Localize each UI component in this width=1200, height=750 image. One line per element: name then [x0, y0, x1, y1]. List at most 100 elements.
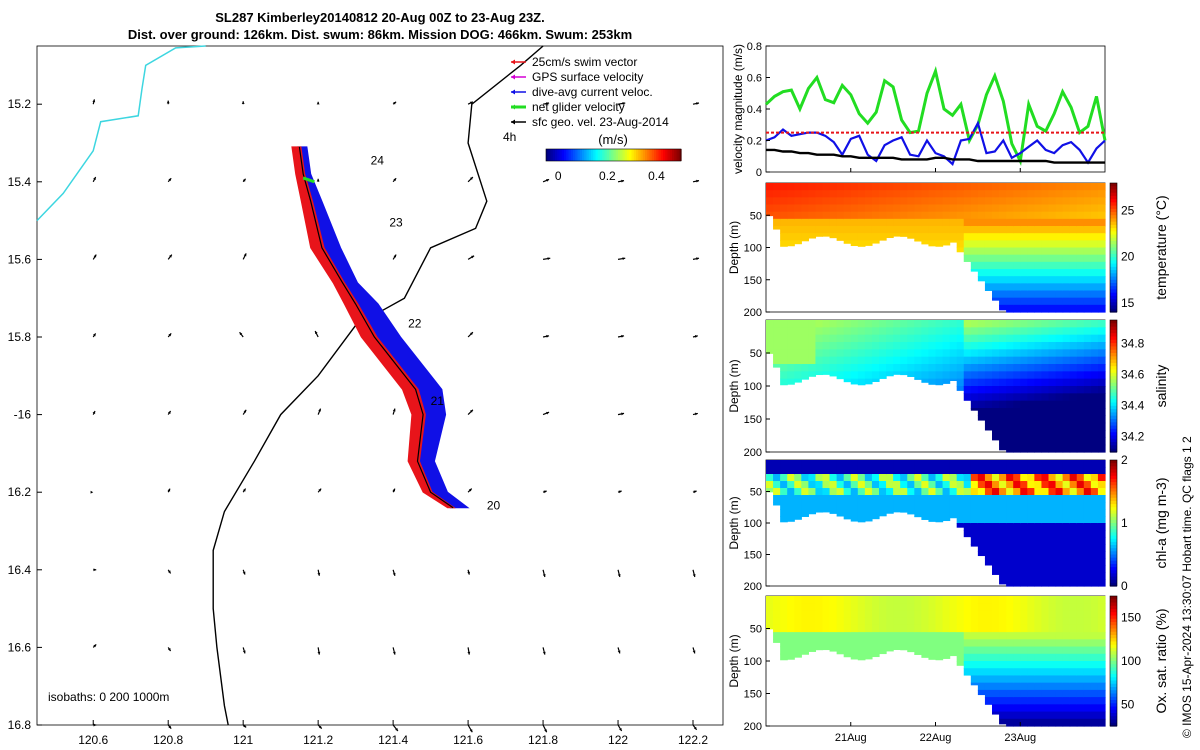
heatmap-cell — [1083, 190, 1092, 198]
heatmap-cell — [1027, 661, 1035, 669]
heatmap-cell — [1027, 204, 1035, 213]
heatmap-cell — [801, 183, 809, 191]
heatmap-cell — [1097, 320, 1106, 328]
heatmap-cell — [984, 624, 993, 633]
heatmap-cell — [1076, 544, 1085, 552]
heatmap-cell — [977, 393, 986, 402]
heatmap-cell — [787, 327, 795, 336]
heatmap-cell — [999, 190, 1007, 198]
heatmap-cell — [787, 211, 795, 220]
heatmap-colorbar-cell — [1110, 302, 1117, 307]
heatmap-cell — [857, 632, 866, 640]
heatmap-cell — [1041, 617, 1050, 626]
heatmap-cell — [977, 197, 986, 206]
heatmap-cell — [794, 632, 802, 640]
heatmap-cell — [1090, 516, 1099, 524]
heatmap-cell — [1076, 704, 1085, 713]
heatmap-cell — [928, 211, 937, 220]
heatmap-cell — [1076, 283, 1085, 292]
heatmap-cell — [1020, 283, 1028, 292]
heatmap-colorbar-cell — [1110, 253, 1117, 258]
heatmap-cell — [1006, 400, 1014, 409]
heatmap-colorbar-cell — [1110, 202, 1117, 207]
map-colorbar-title: (m/s) — [598, 132, 628, 147]
heatmap-cell — [1034, 704, 1043, 713]
heatmap-cell — [1069, 371, 1078, 380]
heatmap-cell — [1020, 718, 1028, 727]
heatmap-cell — [1048, 537, 1057, 545]
heatmap-cell — [1076, 711, 1085, 720]
heatmap-cell — [1020, 632, 1028, 640]
geo-vector-head — [471, 255, 475, 259]
heatmap-cell — [1048, 653, 1057, 662]
heatmap-cell — [1034, 378, 1043, 387]
heatmap-cell — [787, 495, 795, 503]
heatmap-cell — [893, 371, 901, 375]
heatmap-cell — [829, 349, 838, 358]
heatmap-cell — [1027, 430, 1035, 438]
heatmap-cell — [801, 481, 809, 489]
heatmap-cell — [999, 386, 1007, 394]
heatmap-cell — [977, 646, 986, 655]
heatmap-cell — [921, 218, 930, 227]
heatmap-cell — [1062, 190, 1071, 198]
heatmap-cell — [900, 481, 908, 489]
heatmap-cell — [963, 393, 972, 401]
heatmap-cell — [992, 415, 1000, 424]
heatmap-cell — [801, 516, 809, 517]
heatmap-cell — [992, 639, 1000, 648]
heatmap-cell — [808, 204, 817, 213]
heatmap-cell — [1062, 495, 1071, 503]
heatmap-cell — [1020, 254, 1028, 263]
heatmap-cell — [1020, 197, 1028, 206]
heatmap-cell — [1041, 211, 1050, 220]
heatmap-colorbar-cell — [1110, 472, 1117, 477]
heatmap-cell — [914, 596, 922, 604]
geo-vector-head — [470, 409, 473, 413]
heatmap-cell — [794, 240, 802, 245]
heatmap-cell — [1083, 320, 1092, 328]
heatmap-cell — [843, 334, 852, 343]
heatmap-cell — [956, 349, 965, 358]
heatmap-cell — [850, 481, 859, 489]
heatmap-cell — [886, 481, 894, 489]
heatmap-cell — [871, 467, 880, 475]
heatmap-cell — [1013, 579, 1021, 587]
heatmap-cell — [963, 247, 972, 256]
heatmap-cell — [1076, 254, 1085, 263]
geo-vector-head — [168, 178, 172, 182]
heatmap-cell — [999, 544, 1007, 552]
heatmap-colorbar-cell — [1110, 519, 1117, 524]
heatmap-cell — [1097, 509, 1106, 517]
heatmap-cell — [850, 495, 859, 503]
heatmap-cell — [864, 218, 873, 227]
heatmap-cell — [1090, 537, 1099, 545]
heatmap-cell — [808, 646, 817, 652]
heatmap-cell — [1083, 682, 1092, 691]
geo-vector-head — [242, 650, 246, 654]
heatmap-cell — [794, 342, 802, 350]
heatmap-cell — [1041, 646, 1050, 655]
heatmap-colorbar-cell — [1110, 282, 1117, 287]
heatmap-cell — [766, 610, 774, 619]
heatmap-cell — [1034, 467, 1043, 475]
heatmap-cell — [935, 211, 944, 220]
map-colorbar-tick: 0 — [555, 169, 562, 183]
heatmap-cell — [999, 682, 1007, 691]
heatmap-cell — [1069, 639, 1078, 648]
heatmap-colorbar-cell — [1110, 260, 1117, 265]
heatmap-cell — [1013, 558, 1021, 566]
heatmap-cell — [787, 460, 795, 468]
heatmap-cell — [1069, 254, 1078, 263]
heatmap-cell — [1090, 437, 1099, 446]
heatmap-cell — [1013, 283, 1021, 292]
geo-vector-head — [694, 335, 698, 338]
heatmap-cell — [780, 460, 788, 468]
heatmap-cell — [992, 408, 1000, 416]
heatmap-cell — [977, 378, 986, 387]
heatmap-cell — [1041, 400, 1050, 409]
heatmap-cell — [970, 393, 979, 402]
heatmap-cell — [970, 233, 979, 241]
heatmap-cell — [773, 204, 781, 213]
heatmap-cell — [1097, 364, 1106, 372]
